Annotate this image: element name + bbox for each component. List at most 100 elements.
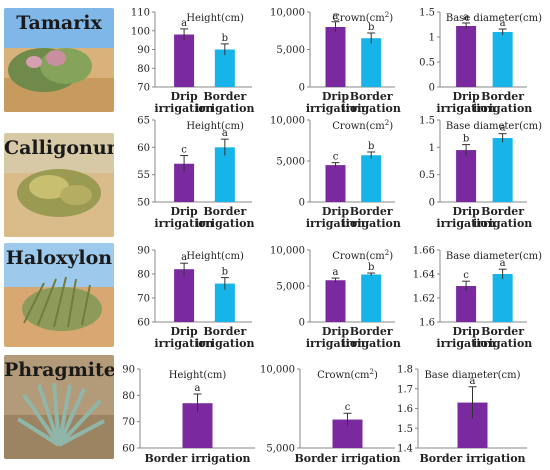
chart-title: Base diameter(cm) (446, 251, 542, 262)
bar (325, 165, 346, 202)
calligonum-shrub-photo-icon (4, 133, 114, 237)
bar (456, 26, 477, 87)
x-category-label: irrigation (195, 217, 254, 230)
bar (492, 32, 513, 87)
tamarix-shrub-photo-icon (4, 8, 114, 112)
plant-panel-haloxylon: Haloxylon (4, 243, 114, 347)
x-category-label: irrigation (436, 102, 495, 115)
chart-title: Height(cm) (169, 370, 227, 381)
chart-tamarix-diameter: 0 0.5 1 1.5 Base diameter(cm)a Dripirrigation… (419, 8, 542, 116)
significance-letter: a (500, 18, 506, 29)
plant-name: Phragmites (4, 359, 114, 381)
y-tick-label: 1.5 (419, 116, 435, 127)
bar (361, 274, 382, 322)
x-category-label: irrigation (306, 102, 365, 115)
chart-title: Crown(cm2) (332, 11, 393, 24)
bar (174, 163, 195, 202)
x-category-label: irrigation (195, 102, 254, 115)
bar (361, 38, 382, 87)
significance-letter: c (181, 145, 187, 156)
x-category-label: Drip (452, 205, 480, 218)
chart-title: Height(cm) (186, 121, 244, 132)
x-category-label: Drip (170, 205, 198, 218)
chart-title: Crown(cm2) (332, 249, 393, 262)
y-tick-label: 0 (299, 198, 305, 209)
bar (456, 286, 477, 322)
x-category-label: Border (481, 325, 524, 338)
x-category-label: Drip (452, 90, 480, 103)
y-tick-label: 0 (299, 83, 305, 94)
y-tick-label: 10,000 (270, 116, 305, 127)
x-category-label: irrigation (436, 217, 495, 230)
bar (492, 138, 513, 202)
chart-calligonum-diameter: 0 0.5 1 1.5 Base diameter(cm) b Dripirrigation… (419, 116, 542, 231)
x-category-label: Drip (322, 90, 350, 103)
y-tick-label: 1.64 (413, 270, 435, 281)
significance-letter: a (181, 252, 187, 263)
significance-letter: a (470, 376, 476, 387)
y-tick-label: 50 (137, 198, 150, 209)
y-tick-label: 90 (137, 45, 150, 56)
x-category-label: Border (203, 205, 246, 218)
phragmites-grass-photo-icon (4, 355, 114, 459)
y-tick-label: 5,000 (276, 282, 305, 293)
y-tick-label: 80 (137, 64, 150, 75)
plant-name: Tamarix (16, 12, 102, 34)
y-tick-label: 70 (122, 417, 135, 428)
y-tick-label: 1.6 (419, 318, 435, 329)
y-tick-label: 0.5 (419, 58, 435, 69)
y-tick-label: 1.6 (397, 404, 413, 415)
y-tick-label: 55 (137, 170, 150, 181)
significance-letter: a (333, 267, 339, 278)
y-tick-label: 10,000 (260, 365, 295, 376)
x-category-label: Border (350, 205, 393, 218)
chart-title: Height(cm) (186, 13, 244, 24)
significance-letter: a (222, 128, 228, 139)
x-category-label: irrigation (473, 217, 532, 230)
y-tick-label: 90 (137, 246, 150, 257)
significance-letter: c (333, 152, 339, 163)
x-category-label: Drip (322, 325, 350, 338)
x-category-label: Border irrigation (294, 452, 400, 465)
bar (325, 280, 346, 322)
chart-phragmites-crown: 5,000 10,000 Crown(cm2) c Border irrigation (260, 365, 401, 466)
significance-letter: b (368, 141, 374, 152)
x-category-label: Drip (170, 90, 198, 103)
y-tick-label: 65 (137, 116, 150, 127)
x-category-label: Drip (322, 205, 350, 218)
x-category-label: Border irrigation (419, 452, 525, 465)
significance-letter: a (500, 258, 506, 269)
y-tick-label: 70 (137, 294, 150, 305)
y-tick-label: 1 (429, 33, 435, 44)
plant-name: Haloxylon (5, 247, 113, 269)
y-tick-label: 60 (122, 444, 135, 455)
bar (214, 283, 235, 322)
y-tick-label: 5,000 (276, 45, 305, 56)
x-category-label: irrigation (195, 337, 254, 350)
y-tick-label: 10,000 (270, 8, 305, 19)
y-tick-label: 110 (131, 8, 150, 19)
y-tick-label: 0.5 (419, 170, 435, 181)
significance-letter: b (368, 22, 374, 33)
significance-letter: a (181, 18, 187, 29)
plant-panel-tamarix: Tamarix (4, 8, 114, 112)
chart-title: Crown(cm2) (317, 368, 378, 381)
x-category-label: irrigation (154, 102, 213, 115)
bar (361, 155, 382, 202)
y-tick-label: 5,000 (266, 444, 295, 455)
chart-phragmites-height: 60 70 80 90 Height(cm) a Border irrigation (122, 365, 255, 465)
y-tick-label: 1.5 (397, 424, 413, 435)
x-category-label: Border (481, 205, 524, 218)
plant-panel-calligonum: Calligonum (4, 133, 114, 237)
significance-letter: b (368, 262, 374, 273)
x-category-label: Drip (452, 325, 480, 338)
x-category-label: irrigation (306, 337, 365, 350)
significance-letter: c (463, 270, 469, 281)
bar (214, 147, 235, 202)
y-tick-label: 0 (299, 318, 305, 329)
